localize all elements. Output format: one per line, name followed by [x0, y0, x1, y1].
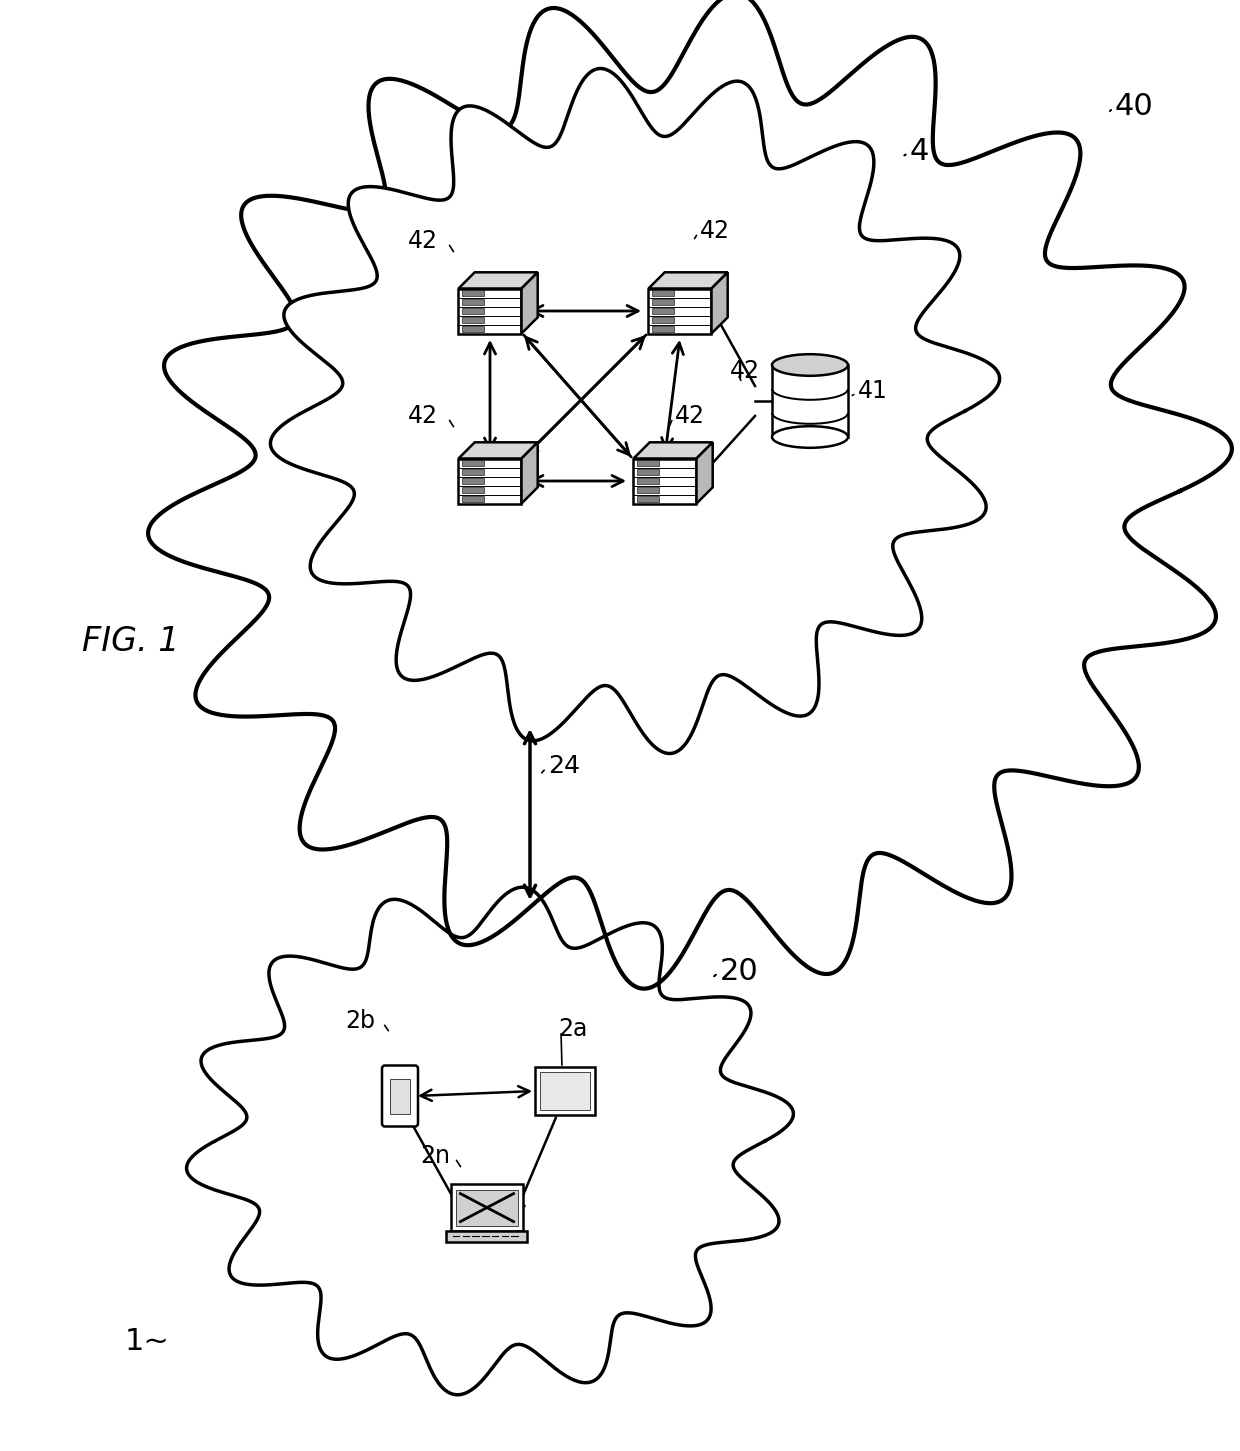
Text: 20: 20: [720, 956, 759, 985]
Bar: [446, 1230, 527, 1242]
Bar: [636, 469, 658, 474]
Bar: [461, 299, 484, 305]
Text: 42: 42: [730, 358, 760, 383]
Bar: [391, 1078, 410, 1113]
Bar: [652, 316, 673, 324]
Polygon shape: [459, 443, 538, 459]
Bar: [461, 469, 484, 474]
Bar: [652, 308, 673, 315]
FancyBboxPatch shape: [382, 1065, 418, 1126]
Bar: [636, 488, 658, 493]
Polygon shape: [186, 887, 794, 1394]
Bar: [461, 496, 484, 502]
Polygon shape: [459, 289, 522, 334]
Bar: [461, 308, 484, 315]
Bar: [636, 496, 658, 502]
Ellipse shape: [773, 427, 848, 448]
Bar: [451, 1184, 523, 1230]
Polygon shape: [697, 443, 713, 503]
Text: 41: 41: [858, 379, 888, 403]
Bar: [534, 1066, 595, 1114]
Bar: [461, 326, 484, 332]
Bar: [636, 477, 658, 485]
Text: 1~: 1~: [125, 1326, 170, 1355]
Ellipse shape: [773, 354, 848, 376]
Bar: [539, 1072, 590, 1110]
Polygon shape: [649, 289, 712, 334]
Text: 42: 42: [408, 403, 438, 428]
Text: 2n: 2n: [420, 1143, 450, 1168]
Polygon shape: [712, 273, 728, 334]
Text: 2a: 2a: [558, 1017, 588, 1040]
Bar: [461, 488, 484, 493]
Text: 4: 4: [910, 136, 929, 165]
Polygon shape: [522, 273, 538, 334]
Bar: [652, 326, 673, 332]
Polygon shape: [148, 0, 1231, 988]
Polygon shape: [522, 443, 538, 503]
Polygon shape: [634, 459, 697, 503]
Text: 42: 42: [701, 219, 730, 242]
Text: 40: 40: [1115, 91, 1153, 120]
Polygon shape: [459, 459, 522, 503]
Bar: [456, 1190, 517, 1226]
Text: 42: 42: [408, 229, 438, 252]
Polygon shape: [270, 68, 999, 753]
Bar: [461, 477, 484, 485]
Bar: [461, 460, 484, 466]
Bar: [652, 290, 673, 296]
Text: 2b: 2b: [345, 1008, 374, 1033]
Text: 24: 24: [548, 755, 580, 778]
Polygon shape: [649, 273, 728, 289]
Bar: [461, 290, 484, 296]
Polygon shape: [634, 443, 713, 459]
Bar: [773, 366, 848, 437]
Text: 42: 42: [675, 403, 706, 428]
Bar: [652, 299, 673, 305]
Bar: [461, 316, 484, 324]
Polygon shape: [459, 273, 538, 289]
Bar: [636, 460, 658, 466]
Text: FIG. 1: FIG. 1: [82, 624, 180, 657]
